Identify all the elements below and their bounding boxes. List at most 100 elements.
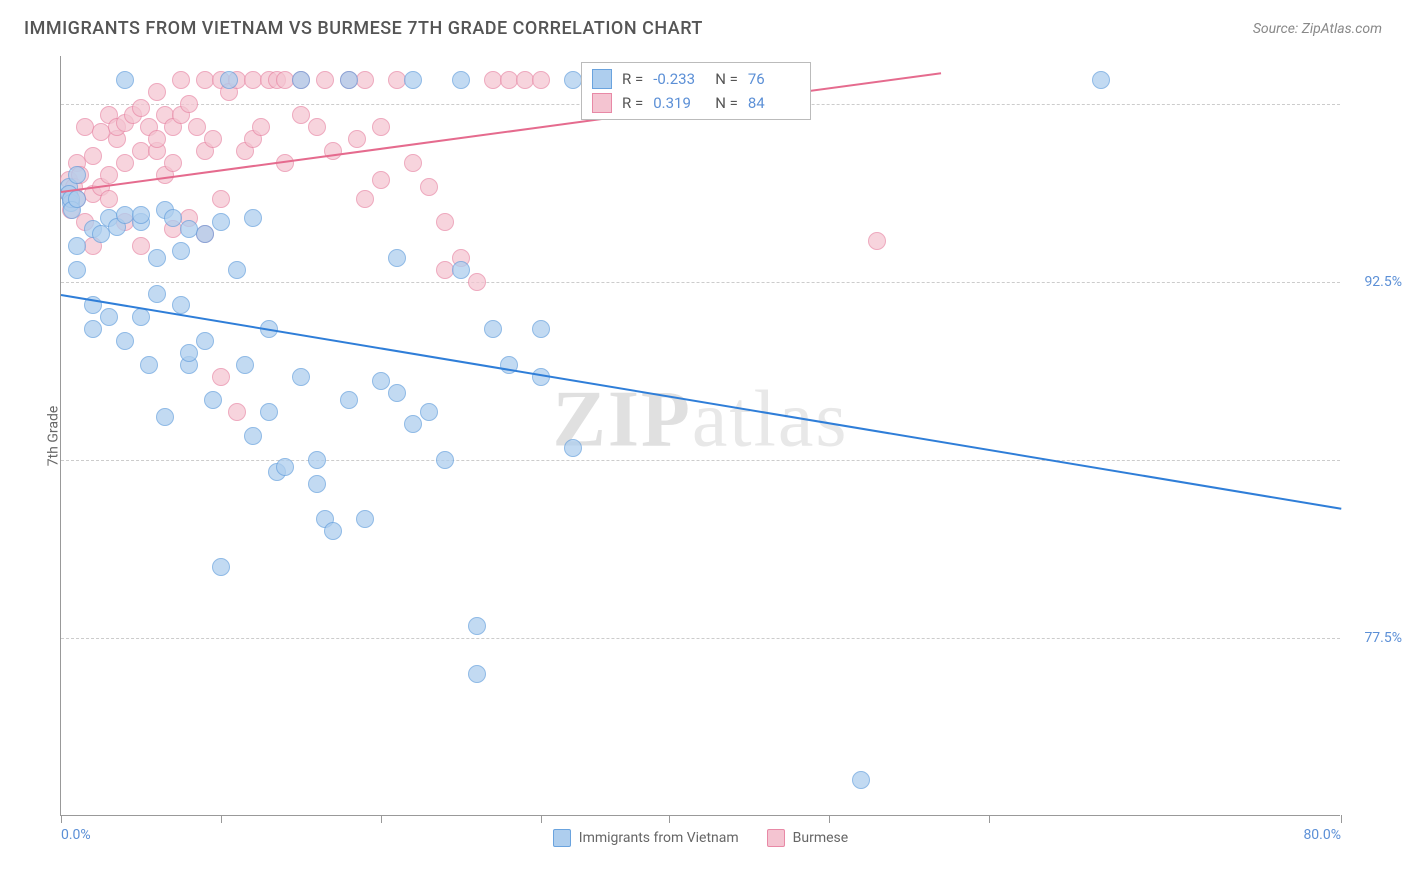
scatter-point [252, 118, 270, 136]
scatter-point [388, 384, 406, 402]
scatter-point [468, 273, 486, 291]
scatter-point [356, 190, 374, 208]
y-tick-label: 77.5% [1364, 630, 1402, 646]
scatter-point [132, 308, 150, 326]
scatter-point [420, 403, 438, 421]
scatter-point [324, 142, 342, 160]
stats-r-label: R = [622, 70, 643, 88]
x-tick [989, 815, 990, 823]
scatter-point [236, 356, 254, 374]
scatter-point [180, 344, 198, 362]
scatter-point [100, 190, 118, 208]
scatter-point [308, 475, 326, 493]
scatter-point [220, 71, 238, 89]
scatter-point [148, 130, 166, 148]
stats-r-label: R = [622, 94, 643, 112]
scatter-point [260, 403, 278, 421]
scatter-point [244, 209, 262, 227]
gridline [61, 282, 1340, 283]
scatter-point [308, 118, 326, 136]
scatter-point [452, 261, 470, 279]
watermark: ZIPatlas [553, 375, 849, 466]
scatter-point [356, 71, 374, 89]
scatter-point [100, 308, 118, 326]
chart-header: IMMIGRANTS FROM VIETNAM VS BURMESE 7TH G… [0, 0, 1406, 53]
scatter-point [404, 71, 422, 89]
scatter-point [372, 118, 390, 136]
scatter-point [484, 320, 502, 338]
x-tick [829, 815, 830, 823]
scatter-point [228, 261, 246, 279]
scatter-point [420, 178, 438, 196]
legend-label: Burmese [793, 830, 849, 846]
chart-source: Source: ZipAtlas.com [1253, 21, 1382, 37]
scatter-point [172, 71, 190, 89]
stats-r-value: -0.233 [653, 70, 705, 88]
scatter-point [212, 213, 230, 231]
scatter-point [132, 206, 150, 224]
scatter-point [292, 368, 310, 386]
x-tick [541, 815, 542, 823]
scatter-point [84, 320, 102, 338]
stats-n-label: N = [715, 94, 738, 112]
scatter-point [324, 522, 342, 540]
scatter-point [532, 320, 550, 338]
scatter-point [404, 415, 422, 433]
scatter-point [244, 427, 262, 445]
scatter-point [436, 213, 454, 231]
scatter-point [292, 71, 310, 89]
legend-swatch-icon [553, 829, 571, 847]
scatter-point [292, 106, 310, 124]
stats-row: R =-0.233N =76 [592, 67, 800, 91]
scatter-point [212, 558, 230, 576]
scatter-point [132, 99, 150, 117]
scatter-point [348, 130, 366, 148]
x-tick [61, 815, 62, 823]
scatter-point [564, 71, 582, 89]
scatter-point [68, 166, 86, 184]
legend-item: Immigrants from Vietnam [553, 829, 739, 847]
scatter-point [436, 451, 454, 469]
gridline [61, 638, 1340, 639]
scatter-point [356, 510, 374, 528]
scatter-point [316, 71, 334, 89]
bottom-legend: Immigrants from Vietnam Burmese [61, 829, 1340, 847]
x-tick [1341, 815, 1342, 823]
scatter-point [388, 249, 406, 267]
scatter-point [172, 296, 190, 314]
scatter-point [148, 249, 166, 267]
scatter-point [468, 617, 486, 635]
scatter-point [468, 665, 486, 683]
scatter-point [132, 237, 150, 255]
x-tick [669, 815, 670, 823]
scatter-point [180, 95, 198, 113]
scatter-point [84, 147, 102, 165]
scatter-point [196, 332, 214, 350]
scatter-point [68, 237, 86, 255]
trend-line [61, 294, 1341, 510]
scatter-point [212, 368, 230, 386]
scatter-point [116, 71, 134, 89]
scatter-point [156, 408, 174, 426]
scatter-point [196, 225, 214, 243]
scatter-point [564, 439, 582, 457]
scatter-point [164, 209, 182, 227]
scatter-point [452, 71, 470, 89]
legend-item: Burmese [767, 829, 849, 847]
stats-r-value: 0.319 [653, 94, 705, 112]
scatter-point [100, 166, 118, 184]
scatter-point [116, 154, 134, 172]
scatter-point [140, 356, 158, 374]
stats-row: R =0.319N =84 [592, 91, 800, 115]
legend-swatch-icon [767, 829, 785, 847]
stats-box: R =-0.233N =76R =0.319N =84 [581, 62, 811, 120]
scatter-point [116, 332, 134, 350]
x-tick [381, 815, 382, 823]
scatter-point [868, 232, 886, 250]
scatter-point [372, 171, 390, 189]
scatter-point [148, 285, 166, 303]
scatter-point [276, 458, 294, 476]
y-axis-title: 7th Grade [45, 405, 61, 466]
legend-label: Immigrants from Vietnam [579, 830, 739, 846]
scatter-point [68, 261, 86, 279]
